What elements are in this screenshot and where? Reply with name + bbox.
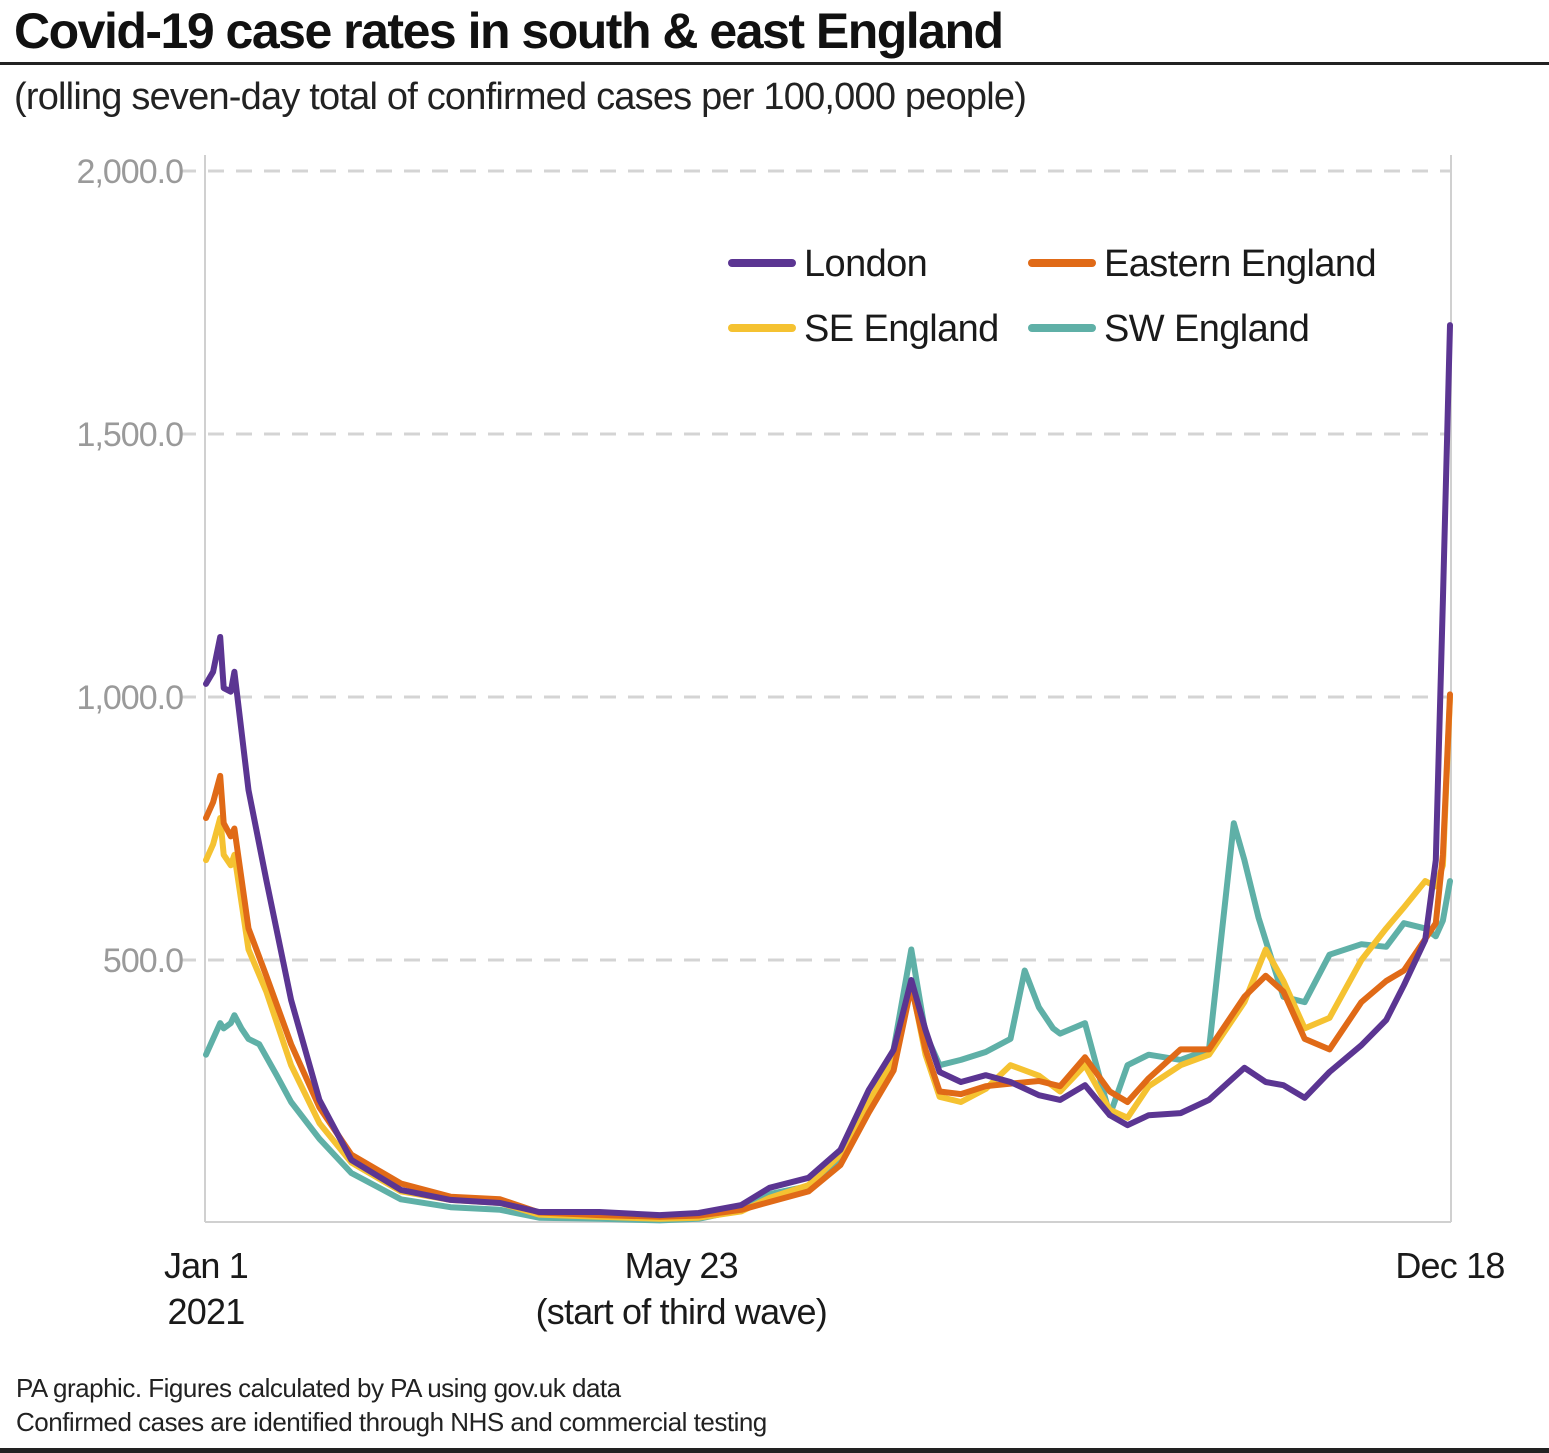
legend-item: SW England <box>1028 308 1310 350</box>
series-lines <box>203 322 1453 1224</box>
y-tick-labels: 500.0 1,000.0 1,500.0 2,000.0 <box>77 153 185 980</box>
x-tick-sublabel: (start of third wave) <box>536 1291 827 1332</box>
series-line-eastern-england <box>203 691 1453 1220</box>
legend-item: London <box>728 243 928 285</box>
legend: London Eastern England SE England SW Englan… <box>728 243 1377 350</box>
x-tick-label: Jan 1 <box>164 1245 248 1286</box>
gridlines <box>180 169 1451 962</box>
chart-subtitle: (rolling seven-day total of confirmed ca… <box>14 76 1027 118</box>
methodology-note: Confirmed cases are identified through N… <box>16 1407 767 1437</box>
series-line-london <box>203 322 1453 1219</box>
y-tick-label: 1,500.0 <box>77 416 184 454</box>
y-tick-label: 500.0 <box>103 942 183 980</box>
legend-label: SE England <box>804 308 999 350</box>
chart-title: Covid-19 case rates in south & east Engl… <box>14 3 1004 59</box>
title-divider <box>0 62 1549 65</box>
legend-label: London <box>804 243 927 285</box>
x-tick-sublabel: 2021 <box>168 1291 245 1332</box>
y-tick-label: 1,000.0 <box>77 679 184 717</box>
legend-label: SW England <box>1104 308 1309 350</box>
legend-item: Eastern England <box>1028 243 1377 285</box>
source-note: PA graphic. Figures calculated by PA usi… <box>16 1373 621 1403</box>
x-tick-label: May 23 <box>625 1245 738 1286</box>
legend-label: Eastern England <box>1104 243 1376 285</box>
x-tick-label: Dec 18 <box>1395 1245 1504 1286</box>
x-tick-labels: Jan 1 2021 May 23 (start of third wave) Dec … <box>164 1245 1505 1332</box>
y-tick-label: 2,000.0 <box>77 153 184 191</box>
bottom-bar <box>0 1448 1549 1453</box>
legend-item: SE England <box>728 308 999 350</box>
series-line-se-england <box>203 694 1453 1222</box>
